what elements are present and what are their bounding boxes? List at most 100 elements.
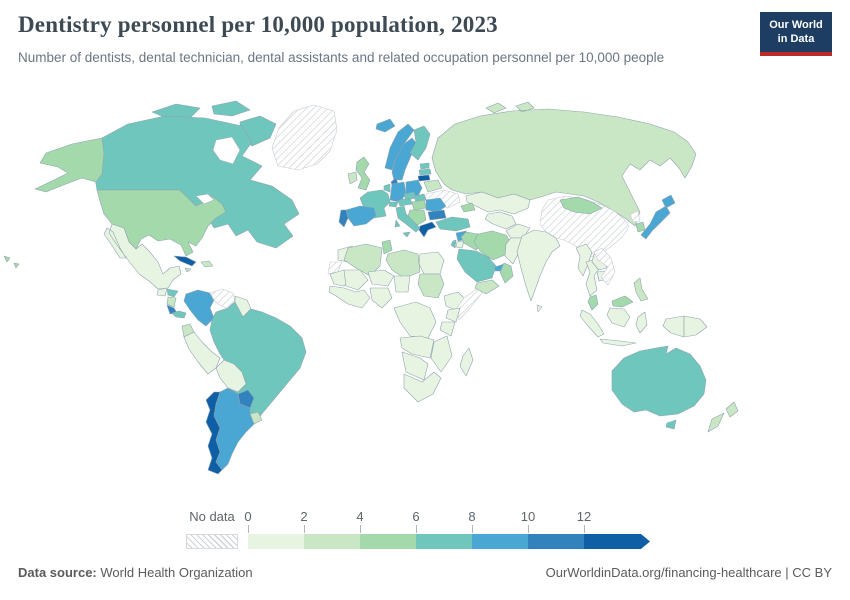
country-yemen[interactable] — [474, 279, 500, 295]
country-estonia[interactable] — [419, 162, 430, 170]
country-sudan[interactable] — [417, 273, 445, 299]
country-tunisia[interactable] — [381, 239, 393, 255]
country-russia[interactable] — [431, 101, 697, 227]
legend-tick-mark — [528, 525, 529, 533]
country-chad[interactable] — [393, 275, 411, 293]
country-afghanistan[interactable] — [505, 223, 531, 239]
country-germany[interactable] — [389, 181, 407, 203]
country-caucasus[interactable] — [460, 202, 476, 213]
country-kenya[interactable] — [445, 307, 461, 323]
country-south-africa[interactable] — [403, 371, 442, 403]
country-japan[interactable] — [640, 194, 676, 240]
country-benelux[interactable] — [383, 183, 391, 193]
country-portugal[interactable] — [338, 209, 349, 228]
legend-segment-0-2[interactable] — [248, 534, 304, 549]
great-lakes-water — [195, 193, 215, 205]
legend-tick-mark — [304, 525, 305, 533]
hudson-bay-water — [212, 136, 241, 165]
country-belarus[interactable] — [423, 179, 443, 193]
country-greenland[interactable] — [271, 104, 338, 171]
country-chile[interactable] — [205, 391, 223, 475]
country-tanzania[interactable] — [439, 321, 456, 337]
country-vietnam[interactable] — [593, 247, 616, 286]
legend-segment-2-4[interactable] — [304, 534, 360, 549]
country-nicaragua[interactable] — [166, 296, 177, 308]
country-jordan[interactable] — [455, 240, 465, 249]
country-south-korea[interactable] — [635, 221, 646, 233]
legend-segment-10-12[interactable] — [528, 534, 584, 549]
country-guatemala[interactable] — [156, 287, 168, 297]
country-libya[interactable] — [385, 249, 421, 279]
country-venezuela[interactable] — [209, 288, 236, 309]
legend-tick-label: 6 — [412, 509, 420, 524]
country-bolivia[interactable] — [215, 359, 247, 393]
logo-line-2: in Data — [777, 33, 815, 46]
country-sri-lanka[interactable] — [536, 304, 543, 313]
country-mongolia[interactable] — [559, 196, 603, 215]
country-australia[interactable] — [611, 345, 707, 430]
country-nigeria[interactable] — [369, 287, 393, 309]
country-latvia[interactable] — [418, 168, 432, 176]
country-indonesia[interactable] — [579, 307, 685, 347]
country-mali[interactable] — [343, 269, 369, 291]
country-new-zealand[interactable] — [707, 401, 739, 433]
country-colombia[interactable] — [183, 289, 215, 327]
country-central-asia[interactable] — [484, 211, 517, 230]
legend-tick-label: 0 — [244, 509, 252, 524]
country-namibia-botswana[interactable] — [401, 351, 429, 381]
legend-segment-12+[interactable] — [584, 534, 650, 549]
country-central-africa[interactable] — [393, 301, 437, 339]
country-honduras[interactable] — [166, 288, 179, 298]
country-somalia[interactable] — [456, 287, 483, 321]
country-north-korea[interactable] — [629, 210, 641, 223]
no-data-swatch[interactable] — [186, 534, 238, 549]
country-philippines[interactable] — [633, 277, 649, 302]
country-greece[interactable] — [418, 221, 437, 238]
country-oman[interactable] — [499, 262, 514, 284]
country-iceland[interactable] — [375, 118, 396, 133]
legend-segment-4-6[interactable] — [360, 534, 416, 549]
legend-tick-mark — [472, 525, 473, 533]
country-angola-zambia[interactable] — [399, 335, 435, 359]
country-egypt[interactable] — [418, 251, 445, 275]
owid-logo[interactable]: Our World in Data — [760, 12, 832, 56]
country-panama[interactable] — [171, 310, 187, 319]
country-mexico[interactable] — [103, 223, 182, 290]
country-dominican-republic[interactable] — [200, 260, 214, 268]
country-saudi-arabia[interactable] — [456, 248, 497, 283]
country-cuba[interactable] — [173, 255, 197, 267]
country-balkans[interactable] — [407, 209, 427, 227]
country-poland[interactable] — [405, 179, 423, 197]
legend-tick-label: 12 — [576, 509, 592, 524]
country-madagascar[interactable] — [459, 347, 474, 377]
country-ireland[interactable] — [347, 171, 358, 185]
country-west-africa[interactable] — [328, 285, 371, 309]
attribution-link[interactable]: OurWorldinData.org/financing-healthcare … — [545, 565, 832, 580]
legend-segment-8-10[interactable] — [472, 534, 528, 549]
country-united-states-hawaii[interactable] — [3, 255, 20, 269]
country-kazakhstan[interactable] — [465, 191, 531, 215]
country-india[interactable] — [516, 229, 561, 302]
country-spain[interactable] — [345, 205, 377, 227]
country-hungary[interactable] — [411, 199, 427, 211]
country-united-states-alaska[interactable] — [34, 137, 105, 193]
country-finland[interactable] — [409, 125, 431, 161]
country-brazil[interactable] — [209, 301, 307, 427]
country-italy[interactable] — [394, 205, 421, 238]
country-niger[interactable] — [367, 269, 395, 287]
country-papua-new-guinea[interactable] — [683, 315, 708, 338]
country-malaysia[interactable] — [587, 294, 634, 311]
country-lithuania[interactable] — [417, 174, 431, 182]
country-mozambique-zimbabwe[interactable] — [430, 335, 453, 373]
country-jamaica[interactable] — [184, 267, 192, 273]
country-romania[interactable] — [425, 197, 447, 213]
country-switzerland[interactable] — [388, 201, 399, 208]
country-turkey[interactable] — [435, 216, 471, 232]
country-myanmar[interactable] — [575, 243, 593, 277]
country-israel[interactable] — [450, 239, 457, 249]
country-bulgaria[interactable] — [427, 209, 447, 221]
page-subtitle: Number of dentists, dental technician, d… — [18, 50, 665, 65]
country-peru[interactable] — [183, 331, 221, 375]
country-united-kingdom[interactable] — [355, 156, 371, 191]
legend-segment-6-8[interactable] — [416, 534, 472, 549]
